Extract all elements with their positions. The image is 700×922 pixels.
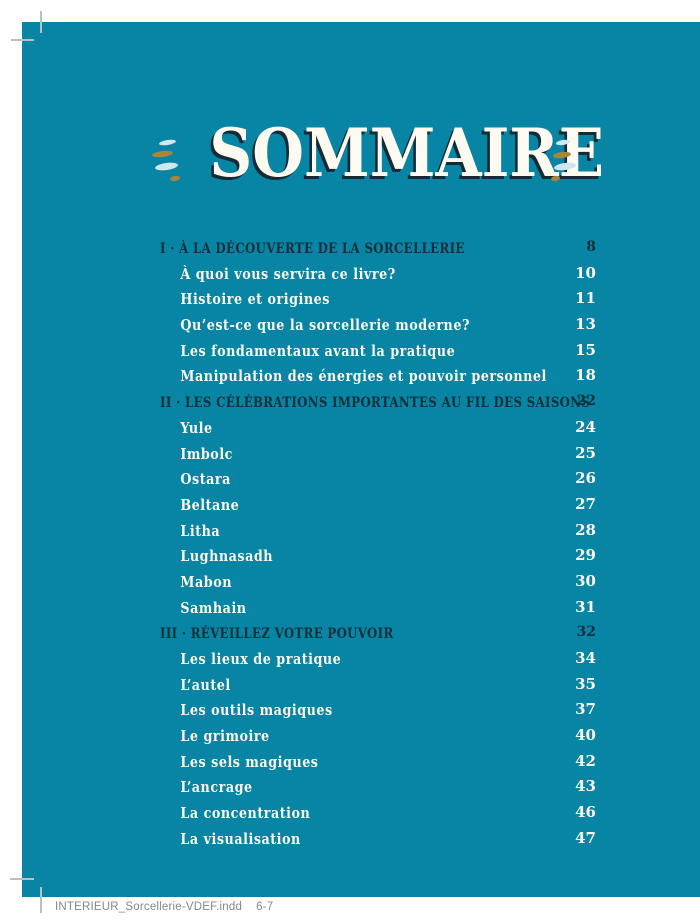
toc-entry-label: Ostara [180,470,231,489]
toc-row: Le grimoire 40 [160,723,596,749]
toc-entry-label: La visualisation [180,829,301,848]
toc-entry-page: 29 [575,546,596,565]
toc-row: La concentration 46 [160,800,596,826]
toc-row: Histoire et origines 11 [160,286,596,312]
toc-row: Lughnasadh 29 [160,543,596,569]
toc-row: I · À LA DÉCOUVERTE DE LA SORCELLERIE 8 [160,235,596,261]
toc-entry-label: Imbolc [180,444,233,463]
toc-entry-page: 32 [576,624,596,641]
title-dash-left-icon [158,138,177,147]
toc-entry-page: 22 [576,393,596,410]
toc-row: Manipulation des énergies et pouvoir per… [160,363,596,389]
toc-entry-page: 10 [575,263,596,282]
toc-entry-label: Les fondamentaux avant la pratique [180,341,456,360]
toc-row: Samhain 31 [160,595,596,621]
toc-row: L’autel 35 [160,672,596,698]
title-dash-left-icon [169,175,181,182]
toc-entry-page: 24 [575,417,596,436]
toc-entry-label: Yule [180,418,213,437]
toc-row: La visualisation 47 [160,826,596,852]
toc-row: Beltane 27 [160,492,596,518]
toc-row: Imbolc 25 [160,441,596,467]
toc-entry-page: 42 [575,751,596,770]
toc-entry-label: Les outils magiques [180,701,333,720]
toc-entry-page: 25 [575,443,596,462]
toc-entry-page: 28 [575,520,596,539]
slug-page-range: 6-7 [256,901,274,913]
toc-entry-label: Le grimoire [180,727,270,746]
toc-row: Ostara 26 [160,466,596,492]
toc-entry-page: 15 [575,340,596,359]
toc-entry-page: 40 [575,726,596,745]
toc-entry-page: 47 [575,828,596,847]
toc-row: Les sels magiques 42 [160,749,596,775]
toc-row: II · LES CÉLÉBRATIONS IMPORTANTES AU FIL… [160,389,596,415]
toc-entry-page: 18 [575,366,596,385]
crop-mark [40,887,42,913]
toc-entry-label: La concentration [180,804,311,823]
toc-entry-page: 27 [575,494,596,513]
toc-entry-page: 30 [575,571,596,590]
toc-entry-page: 34 [575,649,596,667]
toc-row: Mabon 30 [160,569,596,595]
toc-row: Les lieux de pratique 34 [160,646,596,672]
toc-row: III · RÉVEILLEZ VOTRE POUVOIR 32 [160,620,596,646]
toc-entry-label: Les lieux de pratique [180,650,342,668]
toc-entry-label: Beltane [180,495,240,514]
toc-entry-label: Mabon [180,572,233,591]
toc-row: À quoi vous servira ce livre? 10 [160,261,596,287]
toc-entry-label: Histoire et origines [180,290,330,309]
toc-entry-label: II · LES CÉLÉBRATIONS IMPORTANTES AU FIL… [160,395,591,412]
toc-entry-label: Lughnasadh [180,547,274,566]
toc-entry-page: 26 [575,469,596,488]
toc-entry-label: Manipulation des énergies et pouvoir per… [180,367,547,386]
toc-row: Les fondamentaux avant la pratique 15 [160,338,596,364]
toc-entry-label: III · RÉVEILLEZ VOTRE POUVOIR [160,626,394,643]
toc-entry-page: 8 [586,239,596,255]
toc-entry-label: Les sels magiques [180,752,319,771]
toc-entry-page: 31 [575,597,596,616]
slug-filename: INTERIEUR_Sorcellerie-VDEF.indd [55,901,243,913]
print-slug: INTERIEUR_Sorcellerie-VDEF.indd 6-7 [55,901,273,913]
toc-entry-page: 35 [575,674,596,693]
toc-entry-page: 13 [575,315,596,334]
toc-entry-label: L’autel [180,675,231,694]
page-title: SOMMAIRE [209,114,605,192]
toc-row: Litha 28 [160,518,596,544]
toc-entry-label: À quoi vous servira ce livre? [180,264,396,283]
toc-entry-label: Litha [180,521,221,540]
toc-entry-page: 43 [575,777,596,796]
book-page: SOMMAIRE I · À LA DÉCOUVERTE DE LA SORCE… [22,22,700,897]
toc-row: Les outils magiques 37 [160,697,596,723]
toc-entry-page: 37 [575,700,596,719]
crop-mark [11,39,34,41]
title-dash-left-icon [151,149,174,159]
toc-entry-page: 11 [575,289,596,308]
toc-row: Qu’est-ce que la sorcellerie moderne? 13 [160,312,596,338]
crop-mark [10,878,34,880]
crop-mark [40,11,42,33]
toc-row: L’ancrage 43 [160,774,596,800]
toc-entry-label: L’ancrage [180,778,253,797]
toc-entry-label: Samhain [180,598,247,617]
table-of-contents: I · À LA DÉCOUVERTE DE LA SORCELLERIE 8 … [160,235,596,852]
toc-entry-page: 46 [575,803,596,822]
title-dash-left-icon [154,161,179,172]
toc-entry-label: Qu’est-ce que la sorcellerie moderne? [180,316,470,335]
toc-entry-label: I · À LA DÉCOUVERTE DE LA SORCELLERIE [160,241,465,257]
toc-row: Yule 24 [160,415,596,441]
